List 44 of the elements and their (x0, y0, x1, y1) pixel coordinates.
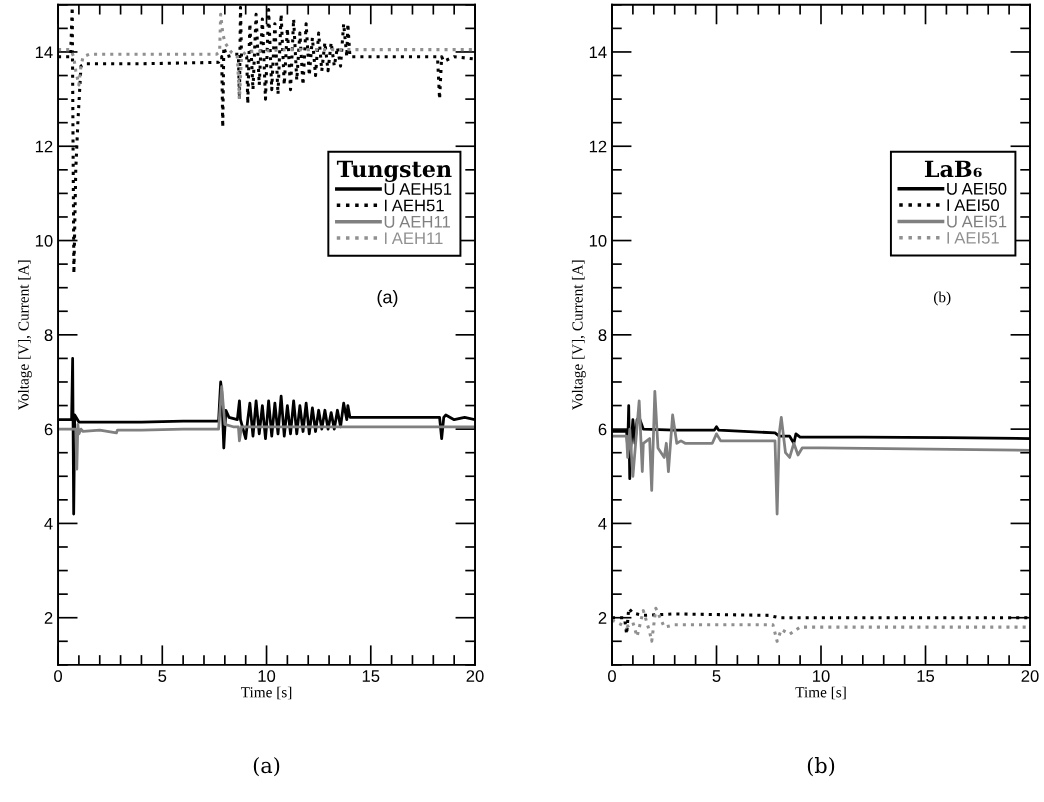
y-tick-label: 2 (44, 612, 53, 624)
x-tick-label: 0 (608, 670, 616, 682)
text: (a) (253, 757, 280, 777)
y-tick-label: 10 (35, 234, 53, 247)
x-axis-title: Time [s] (795, 686, 846, 700)
legend-label: U AEH51 (384, 183, 452, 195)
x-tick-label: 20 (466, 670, 484, 682)
x-axis-title: Time [s] (240, 686, 292, 700)
y-axis-title: Voltage [V], Current [A] (17, 260, 32, 411)
legend-label: I AEH11 (384, 232, 443, 244)
legend-title: Tungsten (336, 160, 452, 182)
legend-label: U AEH11 (384, 216, 450, 228)
legend-title: LaB₆ (924, 160, 982, 178)
text: (b) (807, 757, 835, 777)
line-series (611, 390, 1031, 516)
y-tick-label: 8 (598, 329, 607, 342)
line-series (58, 385, 476, 471)
y-tick-label: 12 (589, 140, 607, 153)
y-tick-label: 6 (598, 423, 607, 436)
annotation: (b) (933, 291, 951, 306)
legend-label: I AEI51 (947, 232, 999, 244)
legend-label: I AEI50 (947, 199, 1000, 212)
y-tick-label: 4 (44, 517, 53, 530)
x-tick-label: 15 (917, 670, 935, 682)
x-tick-label: 5 (158, 670, 167, 682)
y-tick-label: 8 (44, 329, 53, 342)
x-tick-label: 0 (54, 670, 63, 682)
x-tick-label: 15 (362, 670, 380, 682)
y-tick-label: 4 (598, 517, 607, 530)
legend-label: U AEI50 (947, 182, 1007, 195)
y-tick-label: 12 (35, 140, 53, 153)
y-tick-label: 10 (589, 234, 607, 247)
y-axis-title: Voltage [V], Current [A] (571, 260, 586, 411)
y-tick-label: 14 (589, 46, 607, 58)
y-tick-label: 2 (598, 612, 607, 624)
x-tick-label: 10 (813, 670, 830, 682)
x-tick-label: 20 (1021, 670, 1039, 682)
x-tick-label: 5 (712, 670, 721, 682)
y-tick-label: 6 (44, 423, 53, 436)
legend-label: U AEI51 (947, 215, 1007, 228)
x-tick-label: 10 (258, 670, 276, 682)
legend-label: I AEH51 (384, 199, 444, 212)
y-tick-label: 14 (35, 46, 53, 58)
annotation: (a) (377, 290, 398, 307)
